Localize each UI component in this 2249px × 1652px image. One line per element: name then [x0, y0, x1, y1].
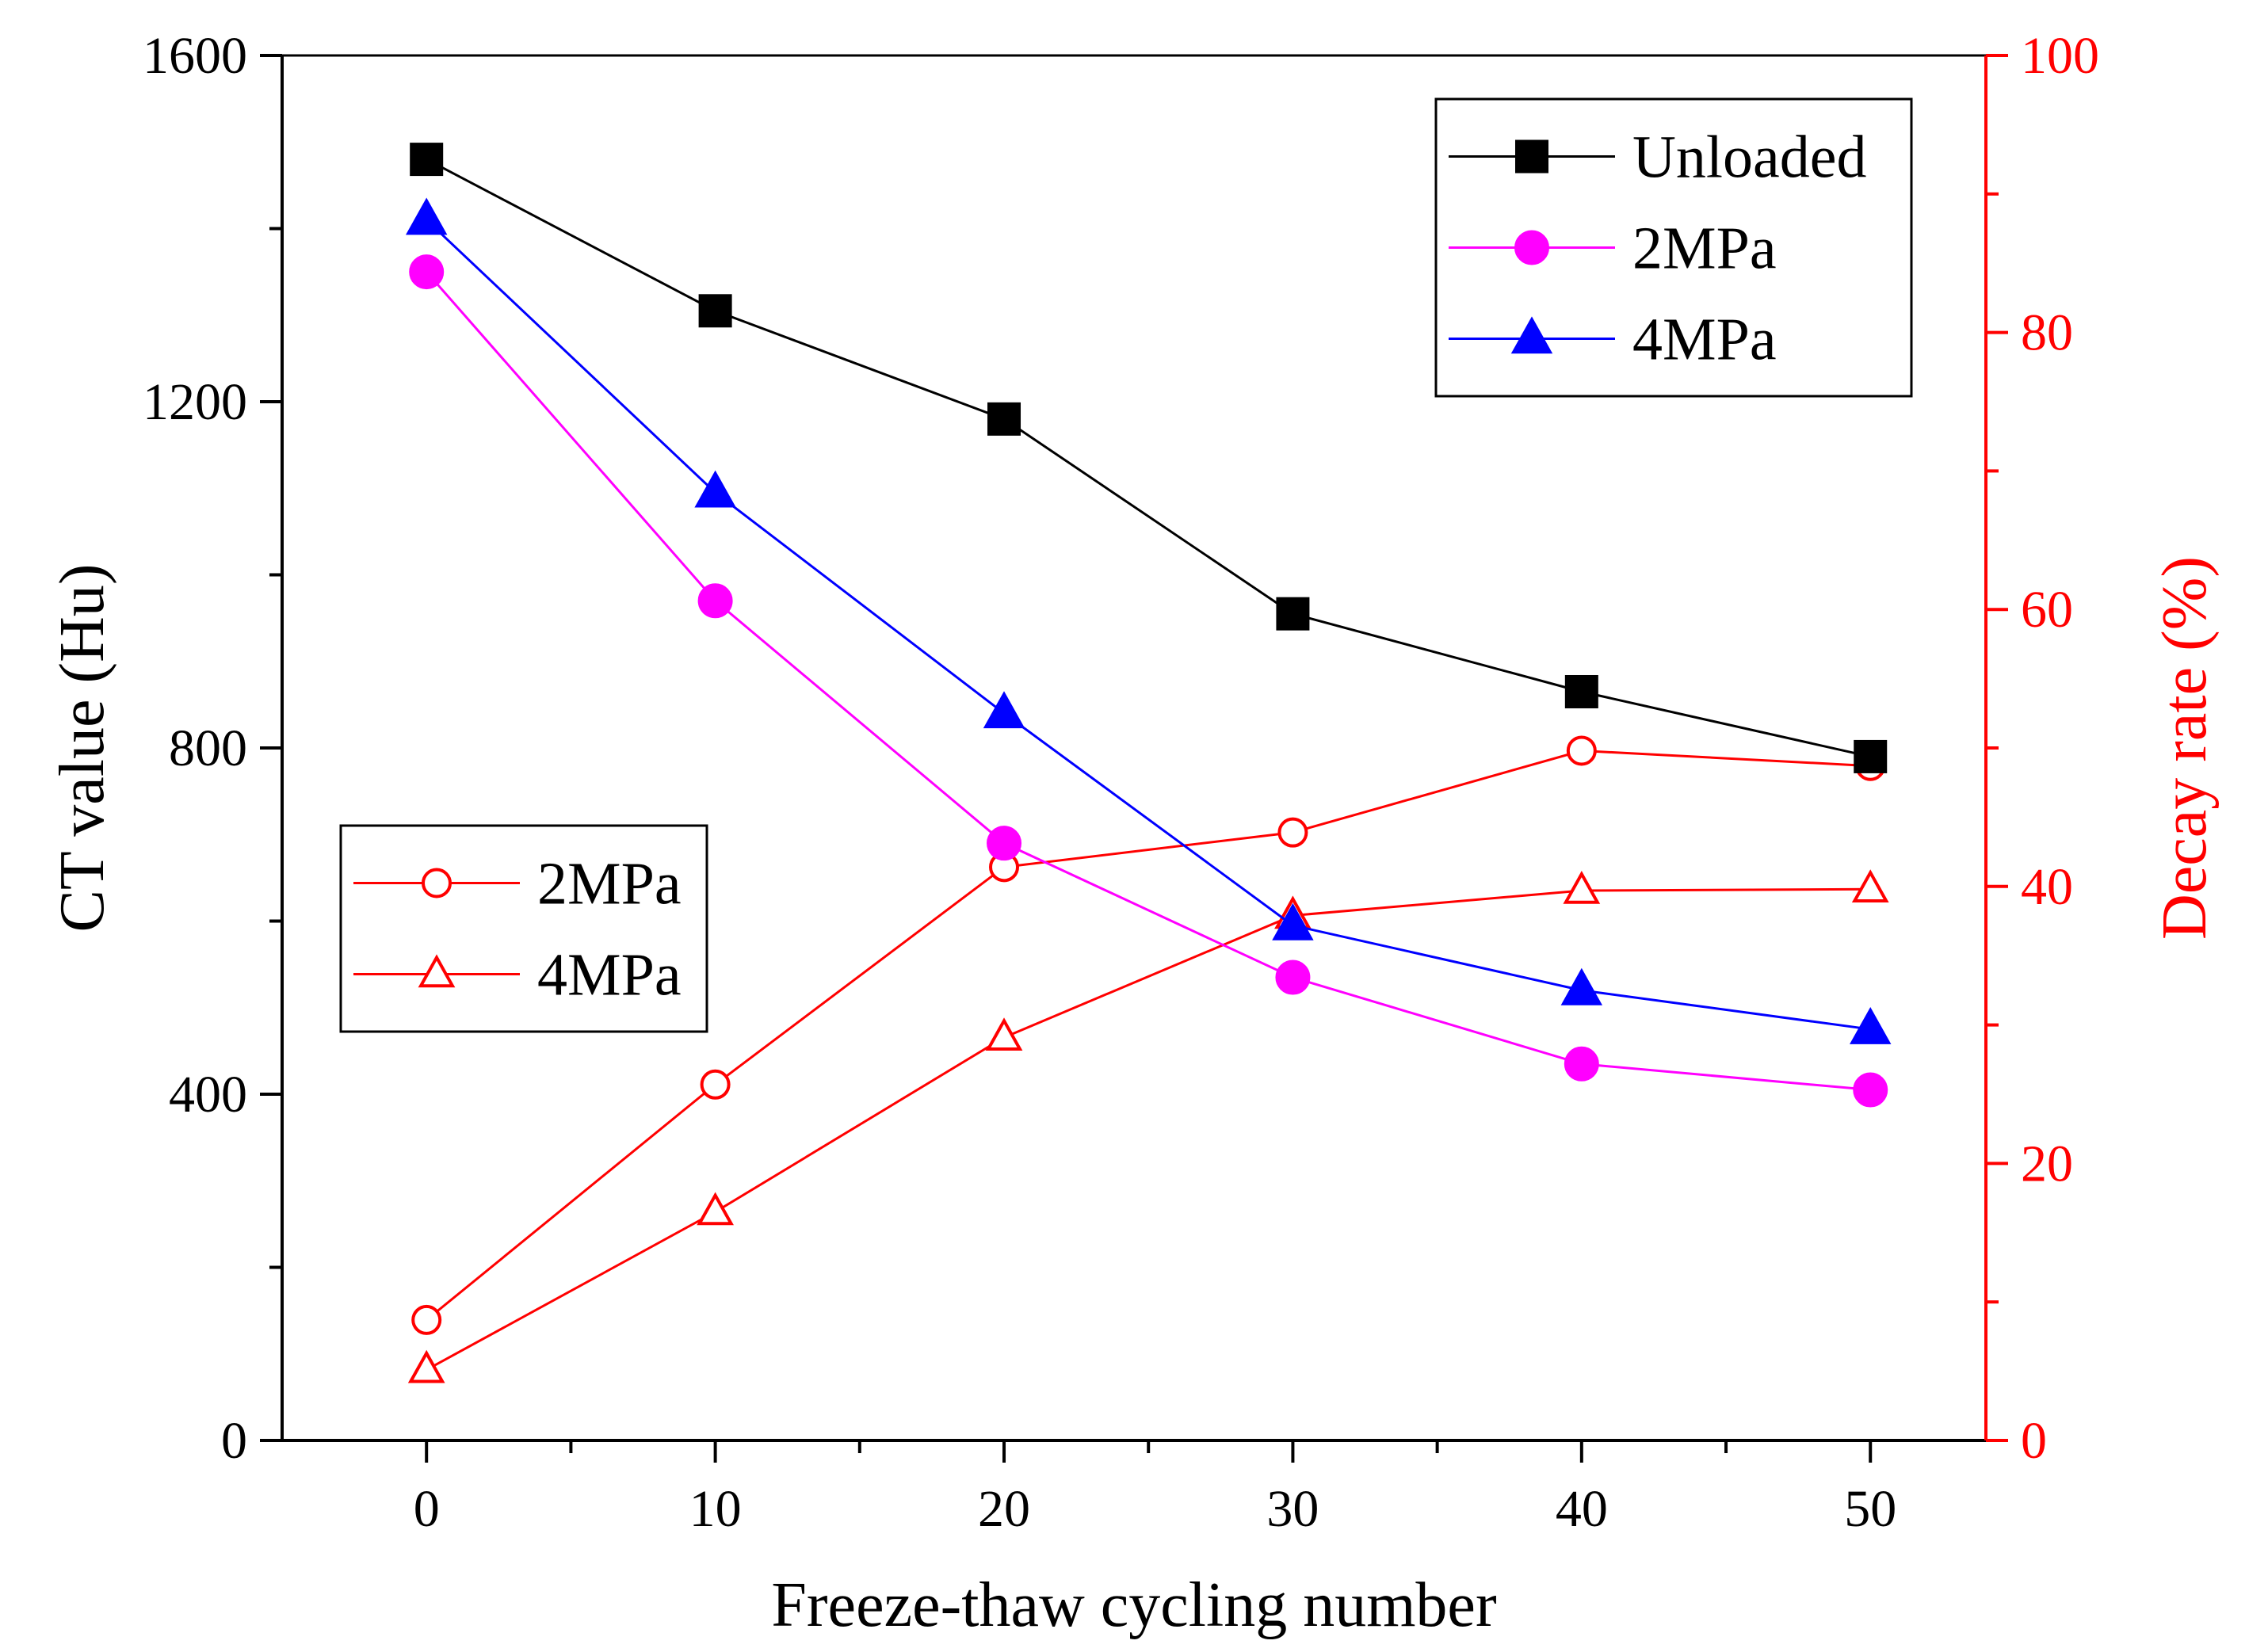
ct-value-unloaded-point	[1564, 674, 1598, 708]
ct-value-2mpa-point	[409, 254, 445, 290]
y-left-tick-label: 0	[221, 1412, 247, 1470]
ct-value-2mpa-line	[426, 271, 1871, 1092]
y-axis-right: 0 20 40 60 80 100	[1986, 27, 2099, 1470]
y-right-tick-label: 40	[2021, 858, 2073, 916]
decay-rate-2mpa-line	[426, 749, 1871, 1322]
ct-value-4mpa-point	[1272, 902, 1314, 940]
decay-rate-4mpa-point	[407, 1349, 445, 1383]
ct-value-4mpa-series	[405, 197, 1892, 1044]
legend-label: 2MPa	[1632, 216, 1777, 282]
ct-value-4mpa-line	[426, 219, 1871, 1031]
y-axis-label-left: CT value (Hu)	[48, 563, 117, 932]
ct-value-2mpa-point	[987, 826, 1022, 861]
ct-value-unloaded-point	[410, 143, 444, 177]
x-tick-label: 30	[1266, 1480, 1319, 1538]
legend-box	[339, 824, 708, 1033]
ct-value-4mpa-point	[983, 691, 1025, 729]
ct-value-unloaded-point	[987, 402, 1021, 436]
legend-label: 2MPa	[537, 851, 682, 918]
x-tick-label: 0	[414, 1480, 440, 1538]
x-tick-label: 10	[689, 1480, 742, 1538]
y-left-tick-label: 400	[169, 1066, 247, 1124]
decay-rate-2mpa-point	[1277, 817, 1308, 848]
y-axis-label-right: Decay rate (%)	[2150, 556, 2220, 940]
ct-value-2mpa-series	[409, 254, 1888, 1108]
decay-rate-2mpa-series	[411, 735, 1886, 1335]
ct-value-2mpa-point	[697, 583, 733, 619]
decay-rate-4mpa-point	[1563, 870, 1601, 904]
y-right-tick-label: 80	[2021, 304, 2073, 362]
x-tick-label: 20	[978, 1480, 1030, 1538]
decay-rate-2mpa-point	[411, 1304, 442, 1335]
ct-value-unloaded-point	[1276, 597, 1310, 631]
legend-right-axis: 2MPa 4MPa	[339, 824, 708, 1033]
legend-label: 4MPa	[537, 942, 682, 1009]
ct-value-4mpa-point	[1850, 1006, 1892, 1044]
ct-value-4mpa-point	[1560, 967, 1603, 1005]
legend-left-axis: Unloaded 2MPa 4MPa	[1434, 97, 1913, 398]
y-left-tick-label: 1200	[143, 373, 247, 431]
y-left-tick-label: 800	[169, 719, 247, 777]
ct-value-2mpa-point	[1564, 1046, 1599, 1082]
y-right-tick-label: 20	[2021, 1135, 2073, 1192]
legend-marker	[418, 954, 456, 988]
legend-marker	[1515, 139, 1548, 174]
decay-rate-2mpa-point	[1566, 735, 1597, 766]
x-axis-label: Freeze-thaw cycling number	[771, 1570, 1496, 1640]
y-right-tick-label: 100	[2021, 27, 2099, 85]
y-right-tick-label: 60	[2021, 581, 2073, 639]
decay-rate-4mpa-point	[697, 1192, 734, 1226]
ct-value-4mpa-point	[405, 197, 448, 235]
decay-rate-4mpa-point	[1851, 869, 1889, 902]
legend-marker	[422, 868, 452, 898]
ct-value-unloaded-point	[698, 294, 732, 328]
ct-value-unloaded-point	[1854, 739, 1888, 773]
x-axis: 0 10 20 30 40 50	[414, 1440, 1896, 1538]
decay-rate-4mpa-line	[426, 887, 1871, 1372]
legend-label: 4MPa	[1632, 307, 1777, 373]
decay-rate-2mpa-point	[700, 1069, 731, 1100]
y-right-tick-label: 0	[2021, 1412, 2047, 1470]
legend-label: Unloaded	[1632, 124, 1866, 191]
y-left-tick-label: 1600	[143, 27, 247, 85]
series-layer	[405, 143, 1892, 1383]
ct-value-unloaded-line	[426, 158, 1871, 758]
decay-rate-4mpa-point	[985, 1017, 1023, 1051]
x-tick-label: 50	[1844, 1480, 1896, 1538]
ct-value-2mpa-point	[1853, 1072, 1888, 1108]
legend-marker	[1514, 230, 1549, 265]
ct-value-4mpa-point	[694, 470, 736, 508]
legend-marker	[1510, 316, 1553, 354]
y-axis-left: 0 400 800 1200 1600	[143, 27, 282, 1470]
ct-value-2mpa-point	[1275, 960, 1311, 995]
ct-value-unloaded-series	[410, 143, 1888, 773]
x-tick-label: 40	[1556, 1480, 1608, 1538]
